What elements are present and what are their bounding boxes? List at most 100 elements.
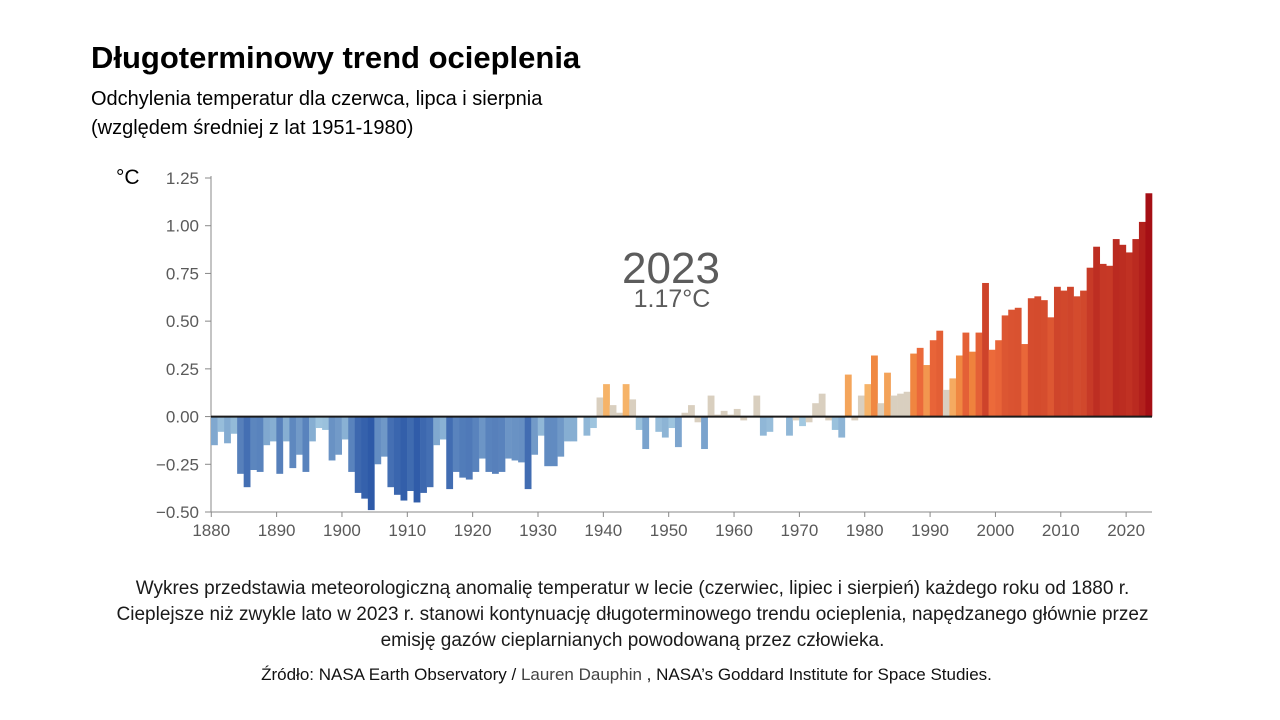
bar (498, 416, 506, 472)
bar (851, 416, 859, 421)
x-tick-label: 1980 (846, 521, 884, 540)
bar (407, 416, 414, 491)
bar (701, 416, 708, 450)
source-prefix: Źródło: NASA Earth Observatory / (261, 665, 517, 684)
bar (570, 416, 578, 442)
bar (1086, 267, 1094, 417)
bar (263, 416, 271, 446)
bar (224, 416, 231, 444)
bar (1125, 252, 1133, 417)
bar (1132, 239, 1140, 417)
bar (433, 416, 441, 446)
bar (289, 416, 297, 469)
bar (237, 416, 244, 474)
bar (720, 410, 728, 417)
bar (472, 416, 480, 472)
bar (910, 353, 918, 417)
bar (635, 416, 643, 430)
x-tick-label: 1990 (911, 521, 949, 540)
x-tick-label: 1970 (780, 521, 818, 540)
bar (1112, 239, 1120, 417)
bar (1106, 265, 1114, 417)
bar (1047, 317, 1055, 417)
bar (603, 384, 610, 417)
bar (459, 416, 467, 478)
subtitle-line-2: (względem średniej z lat 1951-1980) (91, 117, 414, 139)
x-tick-label: 2010 (1042, 521, 1080, 540)
x-tick-label: 2020 (1107, 521, 1145, 540)
x-tick-label: 1880 (192, 521, 230, 540)
bar (250, 416, 258, 471)
bar (505, 416, 512, 459)
x-tick-label: 1890 (258, 521, 296, 540)
bar (969, 351, 976, 417)
bar (753, 395, 761, 417)
bar (1073, 296, 1081, 417)
bar (230, 416, 238, 434)
bar (1138, 221, 1146, 417)
bar (335, 416, 342, 455)
bar (674, 416, 682, 448)
y-tick-label: 1.00 (166, 217, 199, 236)
y-tick-label: 0.00 (166, 408, 199, 427)
bar (295, 416, 303, 455)
bar (1099, 263, 1107, 417)
bar (897, 393, 904, 417)
x-tick-label: 1910 (388, 521, 426, 540)
bar (465, 416, 473, 480)
bar (491, 416, 499, 474)
bar (609, 405, 617, 417)
bar (446, 416, 454, 490)
bar (688, 405, 695, 417)
bar (844, 374, 852, 417)
bar (707, 395, 715, 417)
bar (550, 416, 558, 467)
bar (786, 416, 793, 436)
bar (256, 416, 264, 472)
bar (413, 416, 421, 503)
y-tick-label: −0.25 (156, 455, 199, 474)
bar (942, 389, 950, 417)
bar (367, 416, 375, 511)
bar (812, 403, 820, 417)
bar (1001, 315, 1009, 417)
bar (740, 416, 748, 421)
source-author: Lauren Dauphin (520, 665, 642, 684)
bar (825, 416, 833, 421)
bar (655, 416, 663, 432)
bar (452, 416, 460, 472)
bar (818, 393, 826, 417)
bar (962, 332, 970, 417)
y-tick-label: −0.50 (156, 503, 199, 522)
bar (420, 416, 427, 493)
bar (1053, 286, 1061, 417)
bar (949, 378, 957, 417)
bar (211, 416, 218, 446)
bar (1027, 298, 1035, 417)
bar (877, 403, 885, 417)
bar (759, 416, 767, 436)
bar (563, 416, 571, 442)
bar (374, 416, 382, 465)
bar (361, 416, 369, 499)
bar (426, 416, 434, 488)
bar (1060, 290, 1068, 417)
bar (694, 416, 702, 423)
x-tick-label: 1960 (715, 521, 753, 540)
y-axis-unit-label: °C (116, 166, 140, 189)
subtitle-line-1: Odchylenia temperatur dla czerwca, lipca… (91, 88, 543, 110)
bar (629, 399, 637, 417)
y-tick-label: 0.75 (166, 264, 199, 283)
highlight-value-label: 1.17°C (634, 285, 711, 313)
source-suffix: , NASA’s Goddard Institute for Space Stu… (646, 665, 992, 684)
bar (518, 416, 525, 463)
bar (766, 416, 774, 432)
bar (439, 416, 447, 440)
bar (511, 416, 519, 461)
bar (661, 416, 669, 438)
bar (857, 395, 865, 417)
bar (315, 416, 323, 429)
y-tick-label: 0.50 (166, 312, 199, 331)
bar (354, 416, 362, 493)
